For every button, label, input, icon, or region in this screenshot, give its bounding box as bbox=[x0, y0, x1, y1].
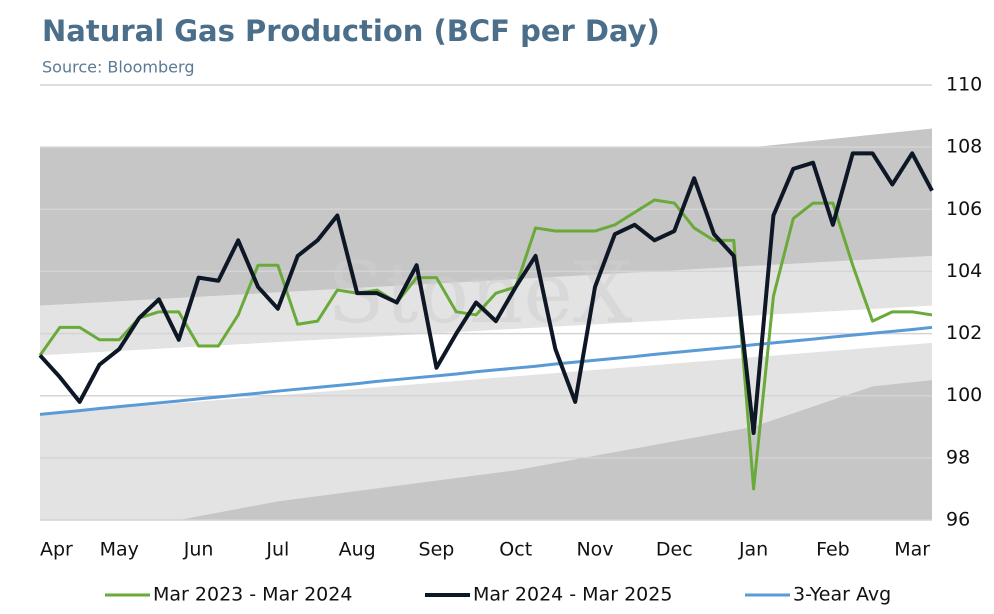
legend-label: Mar 2023 - Mar 2024 bbox=[153, 584, 352, 606]
x-tick-label: Nov bbox=[576, 539, 613, 561]
x-tick-label: Sep bbox=[419, 539, 455, 561]
x-tick-label: Oct bbox=[499, 539, 532, 561]
series-line bbox=[39, 325, 933, 416]
chart-subtitle: Source: Bloomberg bbox=[42, 58, 194, 77]
y-tick-label: 98 bbox=[946, 446, 970, 468]
x-tick-label: Aug bbox=[339, 539, 376, 561]
x-tick-label: Feb bbox=[816, 539, 850, 561]
y-tick-label: 110 bbox=[946, 74, 982, 96]
bands bbox=[40, 128, 932, 520]
x-tick-label: Apr bbox=[40, 539, 73, 561]
axes: 96 98 100 102 104 106 108 110 Apr May Jun Jul Aug Sep… bbox=[40, 74, 982, 561]
y-tick-label: 100 bbox=[946, 384, 982, 406]
series-line bbox=[38, 198, 933, 491]
y-tick-label: 102 bbox=[946, 322, 982, 344]
grid bbox=[40, 84, 932, 521]
series-line bbox=[38, 151, 934, 435]
legend-label: Mar 2024 - Mar 2025 bbox=[473, 584, 672, 606]
range-band bbox=[40, 128, 932, 306]
x-tick-label: May bbox=[100, 539, 139, 561]
y-tick-label: 96 bbox=[946, 509, 970, 531]
lines bbox=[38, 151, 934, 491]
chart-title: Natural Gas Production (BCF per Day) bbox=[42, 14, 660, 48]
range-band bbox=[178, 380, 932, 520]
x-tick-label: Dec bbox=[656, 539, 693, 561]
x-tick-label: Jun bbox=[183, 539, 214, 561]
x-tick-label: Mar bbox=[894, 539, 930, 561]
x-tick-label: Jan bbox=[738, 539, 768, 561]
y-tick-label: 106 bbox=[946, 198, 982, 220]
legend-label: 3-Year Avg bbox=[793, 584, 891, 606]
x-tick-label: Jul bbox=[265, 539, 289, 561]
y-tick-label: 108 bbox=[946, 136, 982, 158]
legend: Mar 2023 - Mar 2024 Mar 2024 - Mar 2025 3-… bbox=[105, 584, 891, 606]
y-tick-label: 104 bbox=[946, 260, 982, 282]
